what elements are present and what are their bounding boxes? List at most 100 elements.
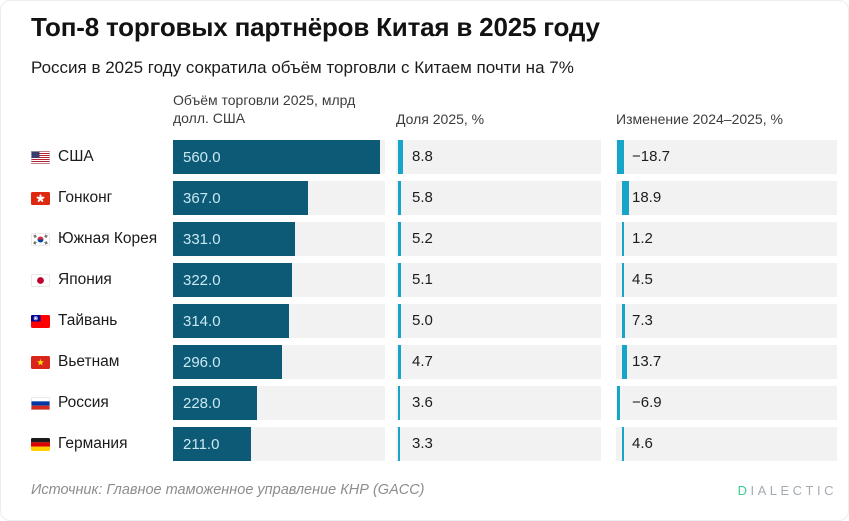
change-value: 1.2: [632, 230, 653, 247]
change-tick-bar: [622, 181, 630, 215]
volume-value: 296.0: [183, 353, 221, 371]
share-tick-bar: [398, 345, 401, 379]
country-cell: Япония: [31, 263, 171, 297]
change-value: −6.9: [632, 394, 662, 411]
share-cell: 5.2: [396, 222, 601, 256]
volume-value: 367.0: [183, 189, 221, 207]
share-cell: 3.6: [396, 386, 601, 420]
source-note: Источник: Главное таможенное управление …: [31, 482, 425, 498]
table-row: США 560.0 8.8 −18.7: [31, 140, 837, 174]
country-cell: Германия: [31, 427, 171, 461]
change-cell: 4.5: [616, 263, 837, 297]
change-tick-bar: [622, 345, 628, 379]
table-row: Япония 322.0 5.1 4.5: [31, 263, 837, 297]
flag-kr-icon: [31, 232, 50, 246]
volume-bar: 331.0: [173, 222, 296, 256]
change-cell: 13.7: [616, 345, 837, 379]
volume-bar-track: 314.0: [173, 304, 385, 338]
volume-value: 560.0: [183, 148, 221, 166]
change-cell: 1.2: [616, 222, 837, 256]
country-label: Вьетнам: [58, 353, 120, 370]
share-cell: 5.1: [396, 263, 601, 297]
change-cell: 7.3: [616, 304, 837, 338]
change-tick-bar: [622, 427, 624, 461]
country-cell: Гонконг: [31, 181, 171, 215]
flag-vn-icon: [31, 355, 50, 369]
country-label: Южная Корея: [58, 230, 158, 247]
table-row: Южная Корея 331.0 5.2 1.2: [31, 222, 837, 256]
country-cell: США: [31, 140, 171, 174]
flag-hk-icon: [31, 191, 50, 205]
volume-bar: 228.0: [173, 386, 258, 420]
change-value: 4.6: [632, 435, 653, 452]
change-value: 7.3: [632, 312, 653, 329]
dialectic-logo: DIALECTIC: [738, 483, 837, 498]
share-tick-bar: [398, 304, 401, 338]
flag-tw-icon: [31, 314, 50, 328]
table-row: Германия 211.0 3.3 4.6: [31, 427, 837, 461]
change-cell: 18.9: [616, 181, 837, 215]
column-header-share: Доля 2025, %: [396, 110, 485, 127]
country-label: Япония: [58, 271, 112, 288]
share-cell: 4.7: [396, 345, 601, 379]
table-body: США 560.0 8.8 −18.7 Гонконг 367.0 5.8 18.9 Южная…: [31, 140, 837, 468]
share-cell: 3.3: [396, 427, 601, 461]
country-label: Тайвань: [58, 312, 118, 329]
share-cell: 8.8: [396, 140, 601, 174]
share-tick-bar: [398, 427, 400, 461]
subtitle: Россия в 2025 году сократила объём торго…: [31, 58, 574, 77]
table-row: Гонконг 367.0 5.8 18.9: [31, 181, 837, 215]
change-tick-bar: [617, 140, 625, 174]
change-tick-bar: [622, 222, 624, 256]
volume-value: 322.0: [183, 271, 221, 289]
column-headers: Объём торговли 2025, млрд долл. США Доля…: [31, 91, 837, 137]
country-cell: Южная Корея: [31, 222, 171, 256]
share-value: 4.7: [412, 353, 433, 370]
volume-bar: 560.0: [173, 140, 380, 174]
flag-jp-icon: [31, 273, 50, 287]
volume-bar: 367.0: [173, 181, 309, 215]
flag-de-icon: [31, 437, 50, 451]
share-value: 3.3: [412, 435, 433, 452]
share-cell: 5.8: [396, 181, 601, 215]
volume-bar: 211.0: [173, 427, 251, 461]
flag-ru-icon: [31, 396, 50, 410]
logo-letters-rest: IALECTIC: [750, 482, 837, 498]
share-value: 5.8: [412, 189, 433, 206]
footer: Источник: Главное таможенное управление …: [31, 482, 837, 498]
change-value: 4.5: [632, 271, 653, 288]
volume-bar-track: 228.0: [173, 386, 385, 420]
volume-bar: 314.0: [173, 304, 289, 338]
share-value: 5.2: [412, 230, 433, 247]
volume-value: 211.0: [183, 435, 220, 453]
volume-bar: 296.0: [173, 345, 283, 379]
share-value: 5.1: [412, 271, 433, 288]
table-row: Тайвань 314.0 5.0 7.3: [31, 304, 837, 338]
share-tick-bar: [398, 222, 401, 256]
logo-letter-d: D: [737, 482, 751, 498]
column-header-change: Изменение 2024–2025, %: [616, 110, 783, 127]
volume-bar-track: 296.0: [173, 345, 385, 379]
share-cell: 5.0: [396, 304, 601, 338]
share-tick-bar: [398, 140, 403, 174]
change-cell: 4.6: [616, 427, 837, 461]
country-label: Германия: [58, 435, 128, 452]
change-value: 13.7: [632, 353, 662, 370]
volume-value: 331.0: [183, 230, 221, 248]
column-header-volume: Объём торговли 2025, млрд долл. США: [173, 92, 356, 127]
table-row: Вьетнам 296.0 4.7 13.7: [31, 345, 837, 379]
country-cell: Россия: [31, 386, 171, 420]
change-tick-bar: [622, 304, 625, 338]
country-label: США: [58, 148, 94, 165]
volume-bar: 322.0: [173, 263, 292, 297]
volume-bar-track: 560.0: [173, 140, 385, 174]
change-value: −18.7: [632, 148, 670, 165]
table-row: Россия 228.0 3.6 −6.9: [31, 386, 837, 420]
volume-value: 228.0: [183, 394, 221, 412]
change-cell: −6.9: [616, 386, 837, 420]
country-cell: Вьетнам: [31, 345, 171, 379]
share-tick-bar: [398, 386, 400, 420]
volume-value: 314.0: [183, 312, 221, 330]
volume-bar-track: 322.0: [173, 263, 385, 297]
